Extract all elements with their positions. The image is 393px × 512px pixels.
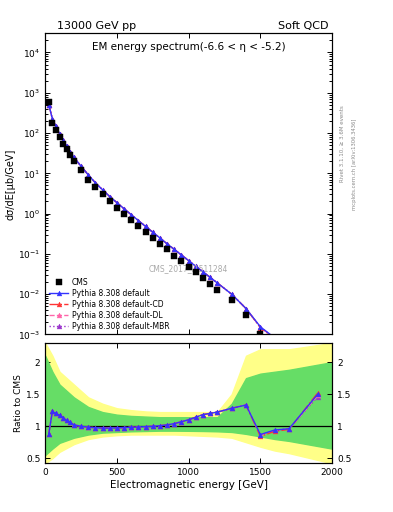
Y-axis label: dσ/dE[μb/GeV]: dσ/dE[μb/GeV]	[5, 148, 15, 220]
Text: Rivet 3.1.10, ≥ 3.6M events: Rivet 3.1.10, ≥ 3.6M events	[340, 105, 345, 182]
Text: 13000 GeV pp: 13000 GeV pp	[57, 20, 136, 31]
Y-axis label: Ratio to CMS: Ratio to CMS	[14, 374, 23, 432]
Text: EM energy spectrum(-6.6 < η < -5.2): EM energy spectrum(-6.6 < η < -5.2)	[92, 42, 285, 52]
Legend: CMS, Pythia 8.308 default, Pythia 8.308 default-CD, Pythia 8.308 default-DL, Pyt: CMS, Pythia 8.308 default, Pythia 8.308 …	[49, 278, 169, 331]
X-axis label: Electromagnetic energy [GeV]: Electromagnetic energy [GeV]	[110, 480, 268, 490]
Text: Soft QCD: Soft QCD	[278, 20, 328, 31]
Text: mcplots.cern.ch [arXiv:1306.3436]: mcplots.cern.ch [arXiv:1306.3436]	[352, 118, 357, 209]
Text: CMS_2017_I1511284: CMS_2017_I1511284	[149, 264, 228, 273]
